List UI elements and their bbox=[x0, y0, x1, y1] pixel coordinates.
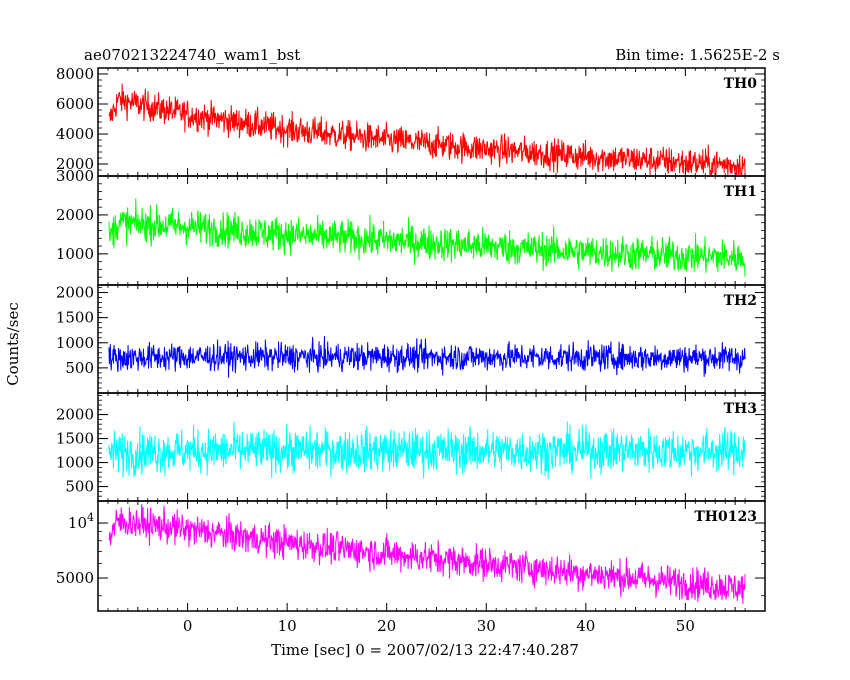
y-tick-label: 4000 bbox=[56, 125, 94, 143]
series-th1 bbox=[108, 198, 746, 277]
chart-title: ae070213224740_wam1_bst bbox=[84, 46, 300, 64]
y-tick-label: 3000 bbox=[56, 167, 94, 185]
y-tick-label: 5000 bbox=[56, 569, 94, 587]
x-tick-label: 0 bbox=[183, 617, 193, 635]
series-th0123 bbox=[108, 504, 746, 604]
x-tick-label: 30 bbox=[477, 617, 496, 635]
panel-label: TH0 bbox=[724, 76, 758, 92]
y-tick-label: 8000 bbox=[56, 65, 94, 83]
series-th2 bbox=[108, 336, 746, 378]
panel-th0: 2000 4000 6000 8000 TH0 bbox=[56, 65, 766, 177]
y-tick-label: 2000 bbox=[56, 206, 94, 224]
y-tick-label: 1000 bbox=[56, 454, 94, 472]
panel-label: TH3 bbox=[724, 401, 757, 417]
bin-time-label: Bin time: 1.5625E-2 s bbox=[615, 46, 780, 64]
panels: 2000400060008000TH0100020003000TH1500100… bbox=[56, 65, 766, 635]
panel-frame bbox=[97, 175, 766, 286]
panel-label: TH1 bbox=[724, 184, 757, 200]
panel-frame bbox=[97, 500, 766, 612]
panel-th2: 500 1000 1500 2000 TH2 bbox=[56, 284, 766, 394]
y-tick-label: 2000 bbox=[56, 155, 94, 173]
x-tick-label: 10 bbox=[278, 617, 297, 635]
y-tick-label: 2000 bbox=[56, 284, 94, 302]
x-tick-label: 20 bbox=[377, 617, 396, 635]
y-tick-label: 500 bbox=[65, 359, 94, 377]
panel-label: TH2 bbox=[724, 293, 757, 309]
x-tick-label: 40 bbox=[576, 617, 595, 635]
y-tick-label: 104 bbox=[68, 511, 94, 532]
panel-label: TH0123 bbox=[694, 509, 757, 525]
y-axis-label: Counts/sec bbox=[4, 302, 22, 386]
series-th3 bbox=[108, 421, 746, 480]
series-th0 bbox=[108, 83, 746, 176]
panel-th3: 500 1000 1500 2000 TH3 bbox=[56, 392, 766, 502]
y-tick-label: 6000 bbox=[56, 95, 94, 113]
y-tick-label: 1500 bbox=[56, 309, 94, 327]
panel-th0123: 5000 104 TH0123 0 10 20 30 40 50 bbox=[56, 500, 766, 635]
panel-th1: 1000 2000 3000 TH1 bbox=[56, 167, 766, 286]
y-tick-label: 500 bbox=[65, 478, 94, 496]
panel-frame bbox=[97, 284, 766, 394]
y-tick-label: 1000 bbox=[56, 334, 94, 352]
x-tick-label: 50 bbox=[676, 617, 695, 635]
x-axis-label: Time [sec] 0 = 2007/02/13 22:47:40.287 bbox=[271, 641, 579, 659]
y-tick-label: 2000 bbox=[56, 406, 94, 424]
y-tick-label: 1000 bbox=[56, 245, 94, 263]
y-tick-label: 1500 bbox=[56, 430, 94, 448]
